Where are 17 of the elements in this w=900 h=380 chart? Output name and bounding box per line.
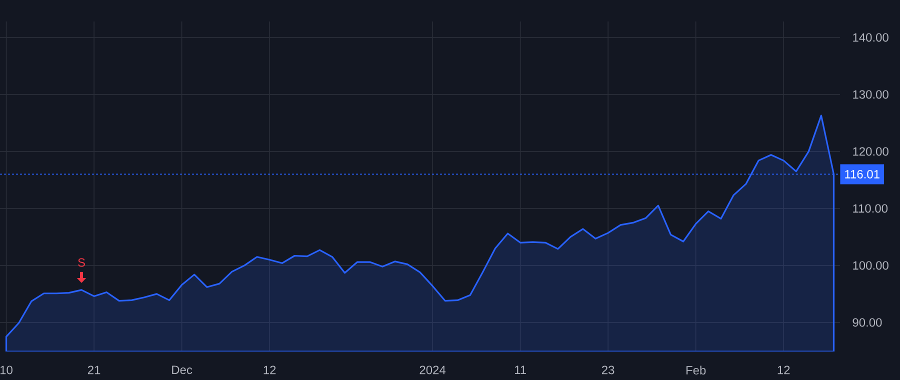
y-tick-label: 140.00: [853, 33, 888, 42]
x-tick-label: Dec: [172, 366, 192, 374]
x-tick-label: 23: [602, 366, 614, 374]
annotation: S: [78, 258, 85, 267]
x-tick-label: 11: [515, 366, 526, 374]
ref-line-label: 116.01: [845, 170, 880, 178]
y-tick-label: 130.00: [853, 90, 888, 99]
x-tick-label: 10: [0, 366, 12, 374]
x-tick-label: Feb: [686, 366, 706, 375]
y-tick-label: 120.00: [853, 147, 888, 156]
y-tick-label: 110.00: [853, 204, 888, 213]
x-tick-label: 21: [88, 366, 100, 374]
y-tick-label: 90.00: [852, 318, 882, 327]
x-tick-label: 12: [264, 366, 276, 374]
y-tick-label: 100.00: [853, 261, 888, 270]
x-tick-label: 12: [778, 366, 790, 374]
x-tick-label: 2024: [420, 366, 446, 374]
